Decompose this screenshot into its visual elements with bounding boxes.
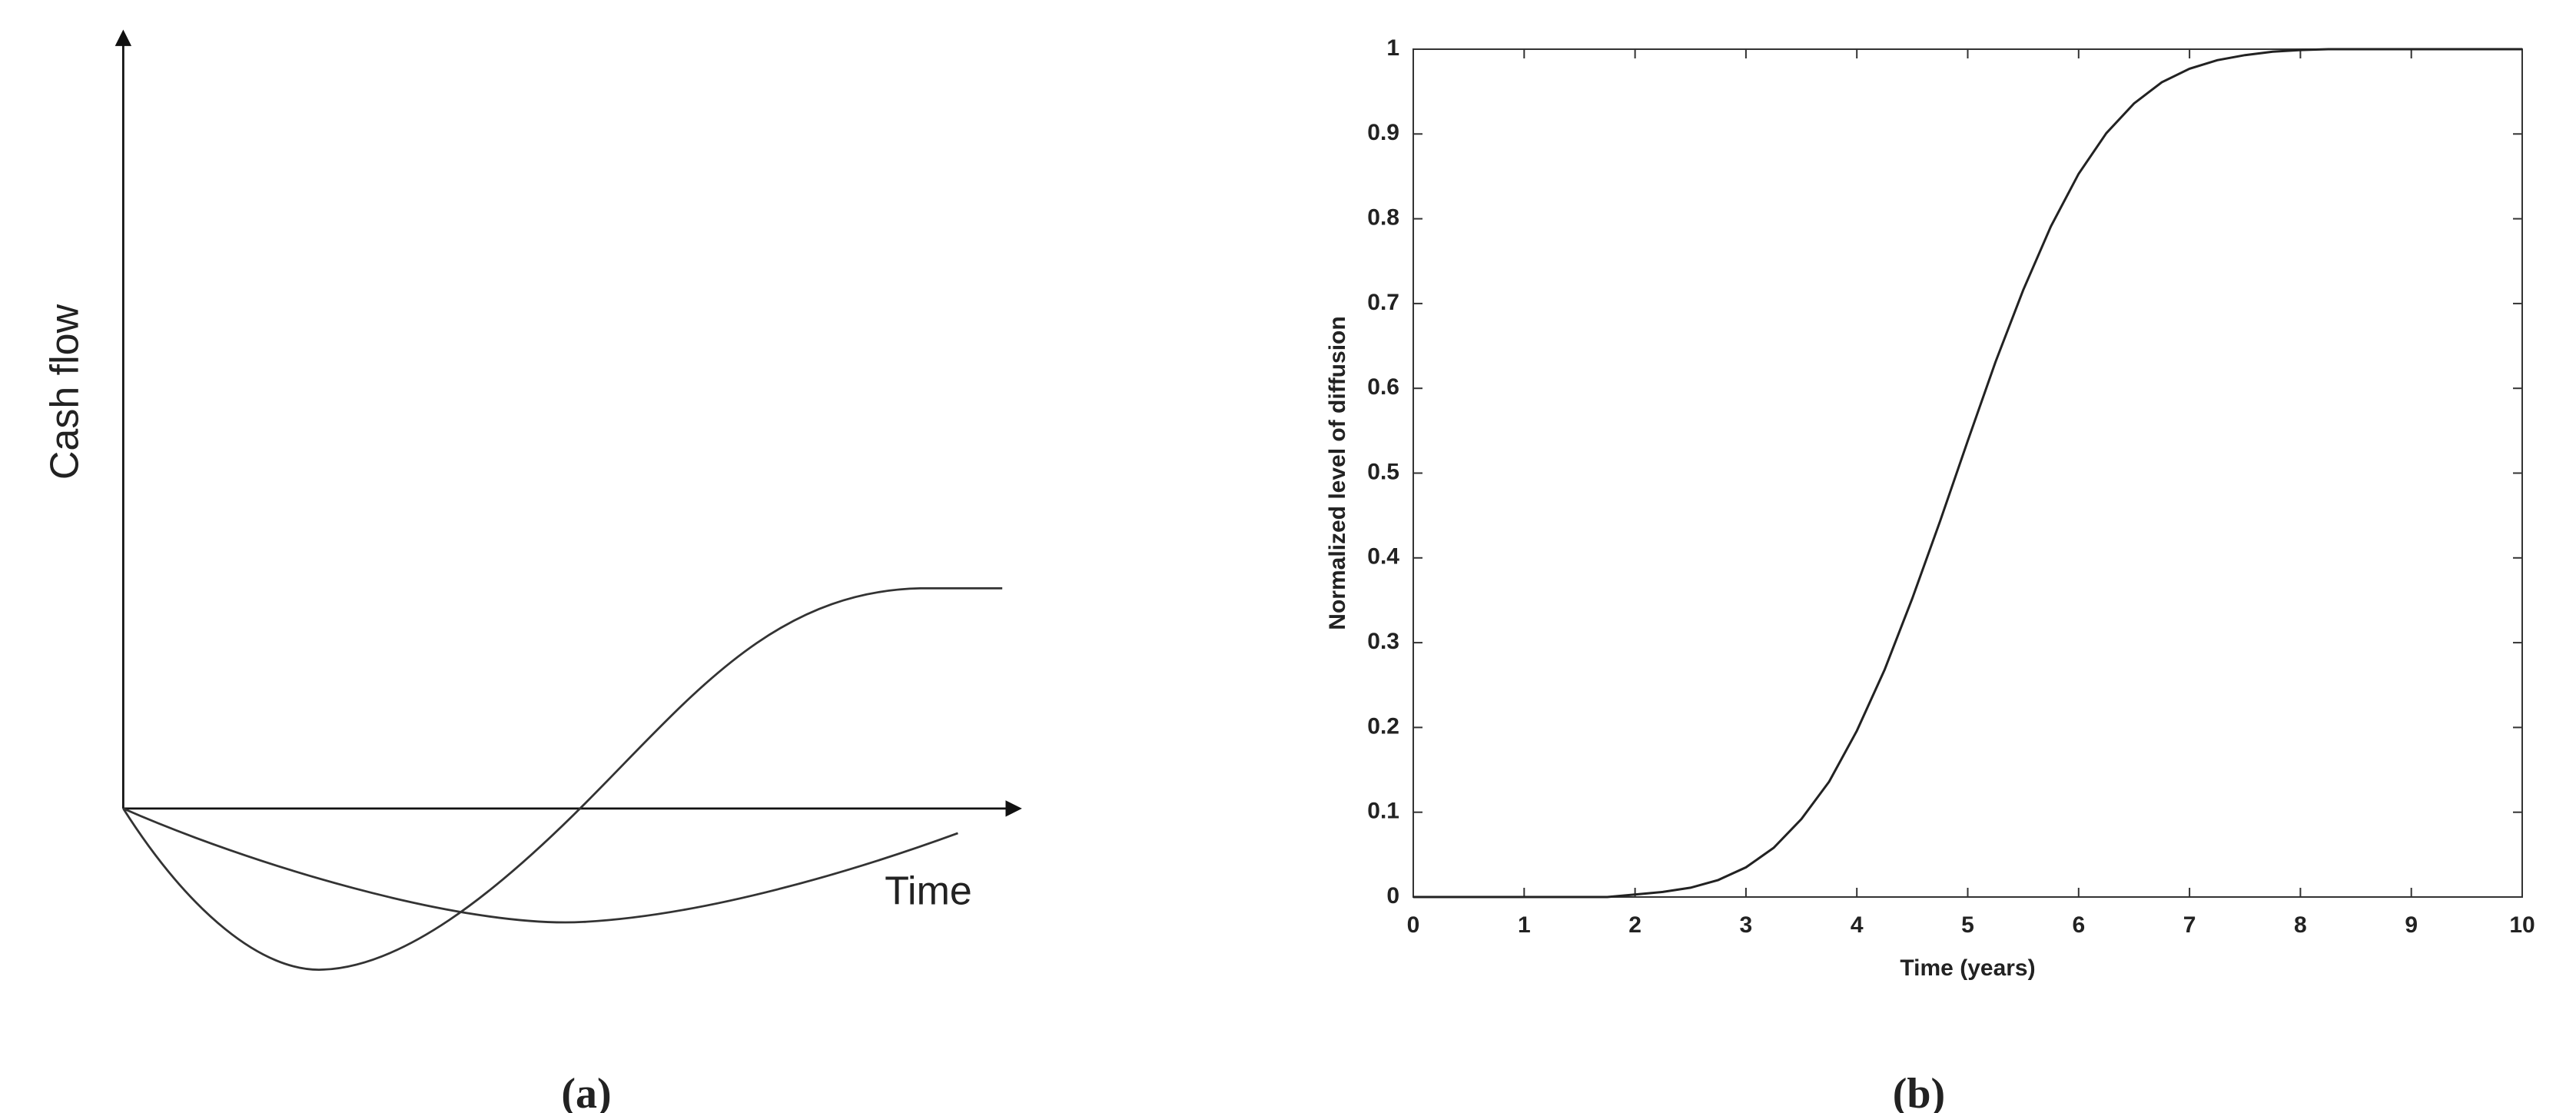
panel-a: Cash flow Time (a) [43, 29, 1022, 1113]
x-tick-label: 8 [2294, 912, 2307, 938]
y-tick-label: 0.8 [1367, 205, 1399, 231]
x-tick-label: 7 [2183, 912, 2196, 938]
caption: (a) [561, 1070, 611, 1113]
y-tick-label: 0.5 [1367, 459, 1399, 484]
y-axis-label: Normalized level of diffusion [1325, 316, 1350, 630]
x-tick-label: 10 [2509, 912, 2535, 938]
y-tick-label: 0 [1386, 883, 1399, 909]
x-tick-label: 3 [1740, 912, 1753, 938]
x-tick-label: 6 [2072, 912, 2085, 938]
line-series [1413, 48, 2522, 899]
x-tick-label: 4 [1851, 912, 1864, 938]
y-tick-label: 1 [1386, 35, 1399, 61]
y-tick-label: 0.2 [1367, 713, 1399, 739]
y-tick-label: 0.3 [1367, 629, 1399, 654]
caption: (b) [1893, 1070, 1945, 1113]
y-tick-label: 0.6 [1367, 374, 1399, 400]
y-axis-label: Cash flow [43, 304, 88, 480]
y-tick-label: 0.1 [1367, 799, 1399, 824]
y-tick-label: 0.4 [1367, 544, 1399, 570]
curve [122, 807, 958, 924]
x-tick-label: 1 [1518, 912, 1531, 938]
x-tick-label: 0 [1407, 912, 1420, 938]
x-axis-label: Time [885, 869, 972, 914]
y-tick-label: 0.7 [1367, 290, 1399, 315]
x-tick-label: 2 [1628, 912, 1642, 938]
x-axis-label: Time (years) [1900, 955, 2035, 981]
plot-frame [1412, 48, 2523, 898]
x-tick-label: 5 [1961, 912, 1974, 938]
y-tick-label: 0.9 [1367, 120, 1399, 145]
curve [122, 587, 1003, 971]
panel-b: 0 1 2 3 4 5 6 7 8 9 10 0 0.1 0.2 0.3 0.4 0.5 0.6 0.7 0.8 0.9… [1325, 35, 2535, 1113]
x-tick-label: 9 [2405, 912, 2418, 938]
